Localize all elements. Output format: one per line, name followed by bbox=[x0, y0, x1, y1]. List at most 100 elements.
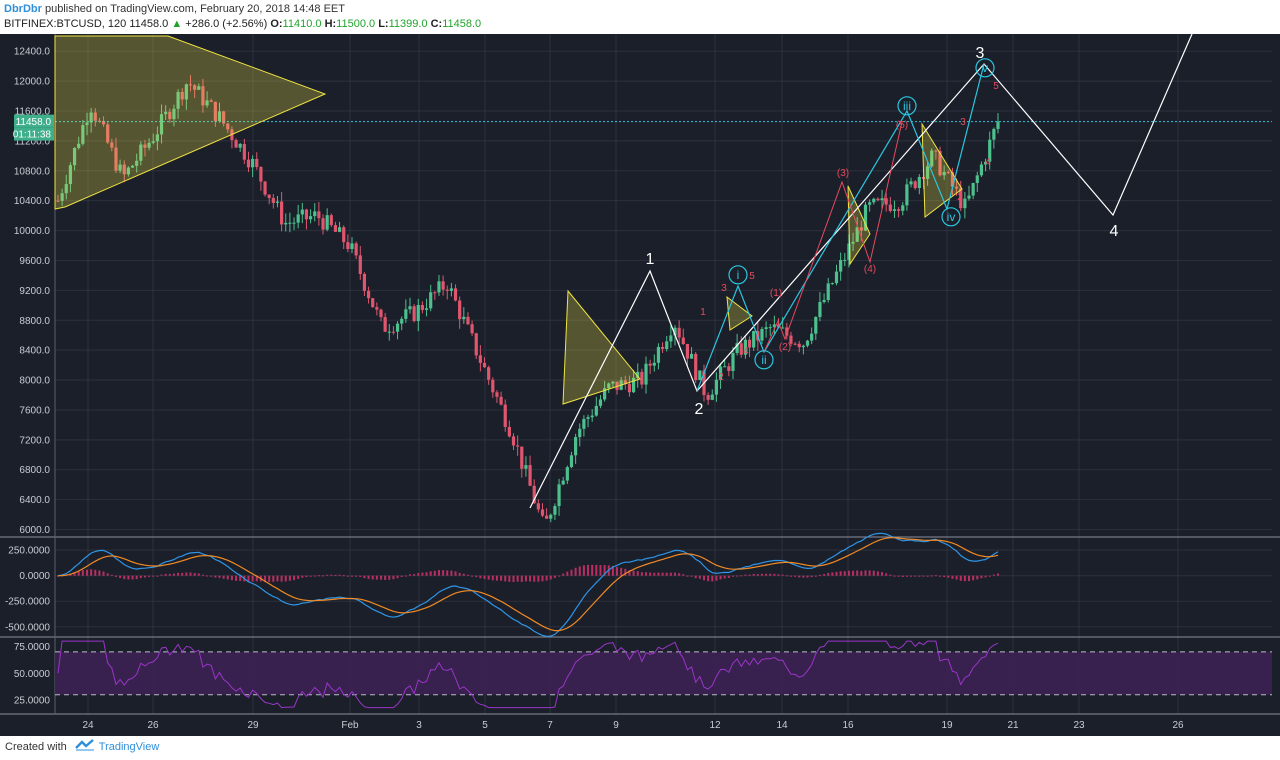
candle-body bbox=[731, 353, 735, 371]
macd-hist-bar bbox=[309, 575, 312, 577]
macd-hist-bar bbox=[148, 575, 151, 577]
macd-hist-bar bbox=[81, 570, 84, 576]
macd-hist-bar bbox=[404, 575, 407, 577]
price-chart[interactable]: 24 26 29 Feb 3 5 7 9 12 14 16 19 21 23 2612400.012000.… bbox=[0, 34, 1280, 736]
macd-hist-bar bbox=[988, 575, 991, 577]
candle-body bbox=[329, 215, 333, 226]
macd-hist-bar bbox=[702, 575, 705, 581]
macd-hist-bar bbox=[466, 574, 469, 576]
candle-body bbox=[648, 363, 652, 366]
candle-body bbox=[354, 243, 358, 256]
candle-body bbox=[967, 195, 971, 199]
candle-body bbox=[238, 143, 242, 148]
macd-hist-bar bbox=[230, 575, 233, 581]
candle-body bbox=[85, 122, 89, 126]
candle-body bbox=[263, 181, 267, 195]
candle-body bbox=[267, 194, 271, 198]
wave-label-red: (3) bbox=[837, 168, 849, 179]
candle-body bbox=[772, 324, 776, 328]
macd-hist-bar bbox=[396, 575, 399, 579]
price-tick-label: 6800.0 bbox=[19, 465, 50, 476]
candle-body bbox=[603, 388, 607, 400]
macd-hist-bar bbox=[437, 570, 440, 576]
macd-hist-bar bbox=[495, 575, 498, 581]
macd-hist-bar bbox=[901, 575, 904, 578]
candle-body bbox=[209, 100, 213, 102]
tradingview-logo-icon bbox=[74, 739, 95, 754]
candle-body bbox=[251, 158, 255, 168]
macd-hist-bar bbox=[856, 570, 859, 576]
price-tick-label: 9600.0 bbox=[19, 256, 50, 267]
macd-hist-bar bbox=[533, 575, 536, 582]
macd-hist-bar bbox=[346, 575, 349, 577]
candle-body bbox=[611, 381, 615, 384]
triangle-patterns bbox=[54, 35, 963, 405]
candle-body bbox=[205, 100, 209, 106]
macd-hist-bar bbox=[636, 571, 639, 576]
countdown-tag bbox=[14, 127, 54, 141]
author-link[interactable]: DbrDbr bbox=[4, 3, 42, 15]
candle-body bbox=[752, 331, 756, 348]
candle-body bbox=[89, 112, 93, 123]
candle-body bbox=[528, 465, 532, 486]
candle-body bbox=[818, 301, 822, 317]
candle-body bbox=[623, 380, 627, 384]
x-tick-label: 16 bbox=[842, 720, 854, 731]
macd-hist-bar bbox=[785, 575, 788, 577]
macd-hist-bar bbox=[529, 575, 532, 582]
macd-hist-bar bbox=[922, 575, 925, 577]
rsi-tick-label: 75.0000 bbox=[14, 642, 51, 653]
macd-hist-bar bbox=[562, 573, 565, 576]
candle-body bbox=[387, 331, 391, 333]
macd-hist-bar bbox=[280, 575, 283, 582]
candle-body bbox=[735, 343, 739, 354]
x-tick-label: 9 bbox=[613, 720, 619, 731]
tradingview-link[interactable]: TradingView bbox=[98, 740, 160, 753]
candle-body bbox=[275, 201, 280, 203]
candle-body bbox=[412, 306, 416, 322]
publish-line: DbrDbr published on TradingView.com, Feb… bbox=[4, 3, 345, 15]
candle-body bbox=[193, 85, 197, 90]
candle-body bbox=[598, 399, 603, 406]
macd-hist-bar bbox=[798, 575, 801, 578]
candle-body bbox=[383, 317, 387, 332]
candle-body bbox=[371, 298, 375, 308]
candle-body bbox=[863, 204, 868, 231]
wave-label-red: 2 bbox=[718, 372, 724, 383]
macd-hist-bar bbox=[897, 575, 900, 577]
candle-body bbox=[284, 222, 288, 225]
x-tick-label: 14 bbox=[776, 720, 788, 731]
candle-body bbox=[660, 346, 665, 350]
macd-hist-bar bbox=[992, 574, 995, 576]
macd-hist-bar bbox=[85, 569, 88, 576]
candle-body bbox=[979, 164, 984, 176]
macd-hist-bar bbox=[326, 574, 329, 576]
macd-hist-bar bbox=[375, 575, 378, 580]
footer: Created with TradingView bbox=[5, 739, 159, 754]
macd-hist-bar bbox=[893, 575, 896, 577]
x-tick-label: Feb bbox=[341, 720, 359, 731]
macd-hist-bar bbox=[537, 575, 540, 582]
macd-hist-bar bbox=[881, 572, 884, 576]
macd-hist-bar bbox=[293, 575, 296, 581]
macd-hist-bar bbox=[545, 575, 548, 581]
macd-hist-bar bbox=[222, 575, 225, 579]
macd-hist-bar bbox=[645, 572, 648, 576]
candle-body bbox=[930, 150, 934, 167]
macd-hist-bar bbox=[235, 575, 238, 581]
wave-label-red: 3 bbox=[721, 283, 727, 294]
macd-hist-bar bbox=[201, 574, 204, 576]
macd-hist-bar bbox=[806, 575, 809, 578]
macd-hist-bar bbox=[624, 568, 627, 576]
wave-label-v: v bbox=[982, 61, 988, 75]
macd-hist-bar bbox=[582, 565, 585, 576]
macd-hist-bar bbox=[516, 575, 519, 582]
candle-body bbox=[114, 147, 118, 171]
candle-body bbox=[164, 111, 168, 115]
price-tick-label: 7200.0 bbox=[19, 435, 50, 446]
candle-body bbox=[909, 181, 913, 185]
candle-body bbox=[652, 362, 656, 366]
macd-hist-bar bbox=[164, 573, 167, 576]
candle-body bbox=[793, 343, 797, 345]
macd-hist-bar bbox=[769, 573, 772, 576]
